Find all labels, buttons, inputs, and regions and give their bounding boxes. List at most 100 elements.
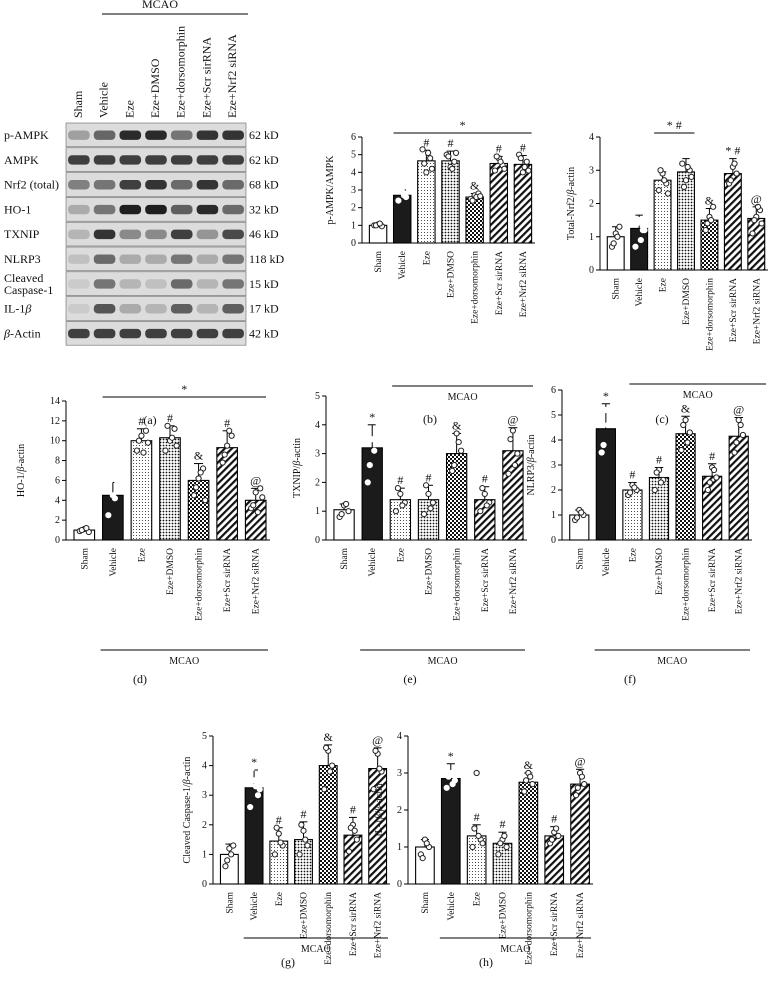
x-tick-label: Eze bbox=[628, 548, 638, 562]
x-tick-label: Eze+Nrf2 siRNA bbox=[734, 548, 745, 614]
data-point bbox=[573, 514, 581, 521]
data-point bbox=[252, 489, 259, 496]
blot-band bbox=[68, 180, 90, 190]
data-point bbox=[641, 227, 648, 234]
blot-band bbox=[93, 155, 116, 165]
data-point bbox=[162, 447, 169, 454]
data-point bbox=[370, 786, 377, 793]
data-point bbox=[423, 169, 430, 176]
data-point bbox=[259, 494, 266, 501]
data-point bbox=[519, 169, 527, 176]
blot-size-label: 62 kD bbox=[249, 153, 279, 167]
blot-band bbox=[145, 204, 167, 215]
blot-protein-label: p-AMPK bbox=[4, 128, 49, 142]
x-tick-label: Vehicle bbox=[635, 278, 645, 307]
significance-label: # bbox=[629, 468, 635, 482]
significance-label: * # bbox=[725, 144, 740, 158]
significance-label: # bbox=[426, 470, 432, 484]
y-tick-label: 5 bbox=[551, 410, 556, 421]
bar bbox=[700, 219, 719, 271]
data-point bbox=[475, 832, 482, 840]
data-point bbox=[739, 431, 747, 439]
chart-panel: 0 1 2 3 4 IL-1β/β-actin Sham * Vehicle # Eze # Eze+D… bbox=[374, 731, 593, 969]
data-point bbox=[657, 167, 664, 174]
data-point bbox=[445, 773, 452, 780]
data-point bbox=[548, 836, 556, 843]
x-tick-label: Sham bbox=[340, 547, 350, 569]
data-point bbox=[376, 765, 383, 772]
blot-band bbox=[196, 130, 219, 140]
data-point bbox=[574, 784, 581, 791]
data-point bbox=[477, 508, 484, 515]
data-point bbox=[247, 803, 254, 811]
x-tick-label: Eze bbox=[659, 278, 669, 292]
x-tick-label: Eze+DMSO bbox=[655, 548, 665, 595]
data-point bbox=[228, 432, 235, 439]
data-point bbox=[758, 220, 765, 227]
data-point bbox=[230, 842, 237, 849]
blot-band bbox=[170, 155, 193, 165]
y-axis-label: HO-1/β-actin bbox=[16, 444, 27, 497]
x-tick-label: Vehicle bbox=[398, 251, 408, 280]
y-tick-label: 1 bbox=[315, 506, 320, 517]
x-tick-label: Eze+Nrf2 siRNA bbox=[373, 892, 384, 958]
y-tick-label: 1 bbox=[397, 842, 402, 853]
data-point bbox=[420, 510, 428, 518]
significance-label: * bbox=[603, 389, 609, 403]
data-point bbox=[517, 155, 524, 162]
data-point bbox=[523, 777, 530, 784]
data-point bbox=[300, 827, 307, 834]
blot-band bbox=[93, 229, 116, 240]
blot-band bbox=[196, 328, 219, 339]
blot-band bbox=[222, 229, 244, 240]
data-point bbox=[479, 485, 486, 492]
data-point bbox=[525, 167, 532, 174]
y-axis-label: TXNIP/β-actin bbox=[292, 438, 303, 498]
x-tick-label: Eze+Nrf2 siRNA bbox=[751, 278, 762, 344]
blot-band bbox=[170, 328, 193, 339]
data-point bbox=[521, 163, 528, 171]
y-axis-label: p-AMPK/AMPK bbox=[325, 155, 336, 225]
y-tick-label: 3 bbox=[551, 460, 556, 471]
x-tick-label: Eze bbox=[422, 251, 432, 265]
x-tick-label: Eze+dorsomorphin bbox=[471, 251, 481, 324]
data-point bbox=[421, 160, 428, 167]
significance-label: # bbox=[423, 135, 429, 149]
x-tick-label: Eze+Scr sirRNA bbox=[223, 548, 233, 612]
data-point bbox=[193, 484, 200, 491]
data-point bbox=[226, 427, 233, 434]
chart-panel: 0 1 2 3 4 5 TXNIP/β-actin Sham * Vehicle # Eze # Eze+… bbox=[292, 391, 527, 686]
blot-band bbox=[145, 180, 167, 190]
y-tick-label: 6 bbox=[351, 132, 356, 143]
bar bbox=[630, 227, 649, 271]
y-tick-label: 4 bbox=[589, 132, 594, 143]
blot-band bbox=[119, 254, 142, 264]
x-tick-label: Sham bbox=[225, 891, 235, 913]
data-point bbox=[664, 190, 672, 197]
blot-size-label: 17 kD bbox=[249, 302, 279, 316]
blot-protein-label: Nrf2 (total) bbox=[4, 178, 59, 192]
blot-lane-label: Sham bbox=[71, 90, 85, 118]
data-point bbox=[684, 163, 691, 171]
data-point bbox=[598, 449, 605, 456]
significance-label: # bbox=[500, 817, 506, 831]
data-point bbox=[135, 437, 143, 444]
significance-label: # bbox=[656, 453, 662, 467]
data-point bbox=[751, 217, 758, 224]
blot-band bbox=[119, 180, 142, 190]
blot-band bbox=[196, 155, 219, 165]
data-point bbox=[493, 153, 500, 160]
data-point bbox=[345, 508, 352, 515]
blot-size-label: 42 kD bbox=[249, 326, 279, 340]
data-point bbox=[702, 227, 709, 234]
significance-label: # bbox=[397, 473, 403, 487]
chart-panel: 0 1 2 3 4 Total-Nrf2/β-actin Sham Vehicle Eze Eze… bbox=[566, 118, 768, 426]
y-tick-label: 3 bbox=[315, 449, 320, 460]
x-tick-label: Eze+Nrf2 siRNA bbox=[518, 251, 529, 317]
blot-band bbox=[222, 328, 244, 339]
bar bbox=[343, 834, 363, 885]
y-tick-label: 2 bbox=[55, 515, 60, 526]
x-tick-label: Sham bbox=[374, 250, 384, 272]
data-point bbox=[190, 492, 198, 499]
data-point bbox=[453, 766, 460, 773]
